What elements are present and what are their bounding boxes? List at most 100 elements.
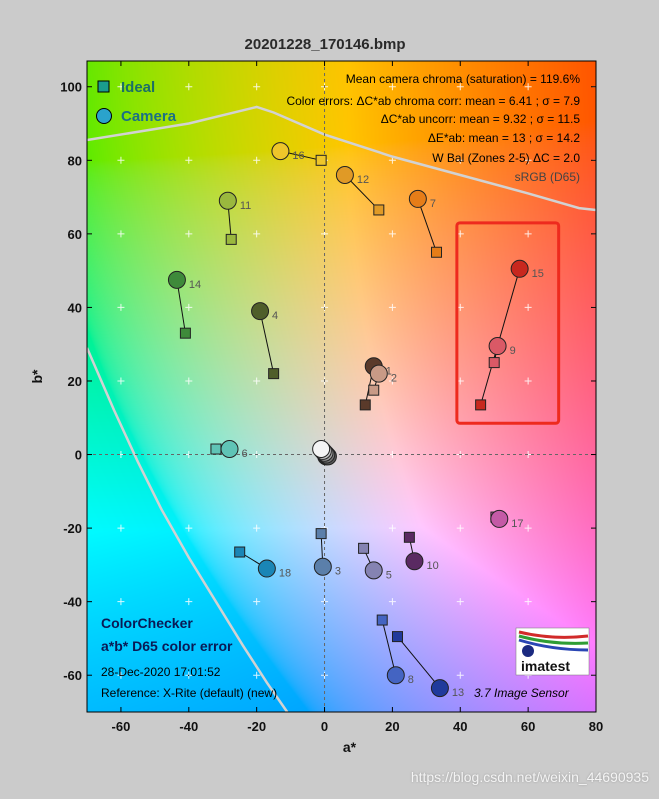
x-tick-label: -20 bbox=[247, 719, 266, 734]
grid-cross bbox=[388, 524, 396, 532]
grid-cross bbox=[185, 377, 193, 385]
y-tick-label: 60 bbox=[68, 227, 82, 242]
grid-cross bbox=[117, 230, 125, 238]
grid-cross bbox=[456, 671, 464, 679]
patch-label-18: 18 bbox=[279, 568, 291, 580]
camera-marker-8 bbox=[386, 666, 405, 685]
error-vector bbox=[397, 636, 441, 689]
ideal-marker-5 bbox=[358, 542, 370, 554]
footer-subtitle: a*b* D65 color error bbox=[101, 638, 233, 654]
grid-cross bbox=[117, 377, 125, 385]
camera-marker-13 bbox=[430, 679, 449, 698]
ideal-marker-4 bbox=[268, 368, 280, 380]
patch-label-6: 6 bbox=[242, 448, 248, 460]
stat-chroma: Mean camera chroma (saturation) = 119.6% bbox=[346, 72, 581, 86]
grid-cross bbox=[185, 230, 193, 238]
error-vector bbox=[480, 268, 521, 406]
logo-text: imatest bbox=[521, 658, 570, 674]
ideal-marker-12 bbox=[373, 204, 385, 216]
grid-cross bbox=[524, 303, 532, 311]
grid-cross bbox=[388, 303, 396, 311]
grid-cross bbox=[524, 524, 532, 532]
ideal-marker-16 bbox=[315, 154, 327, 166]
camera-marker-6 bbox=[220, 440, 239, 459]
grid-cross bbox=[456, 83, 464, 91]
gamut-boundary-line bbox=[87, 347, 289, 712]
patch-label-12: 12 bbox=[357, 174, 369, 186]
watermark: https://blog.csdn.net/weixin_44690935 bbox=[410, 769, 649, 785]
y-tick-label: 100 bbox=[60, 80, 82, 95]
grid-cross bbox=[456, 598, 464, 606]
patch-label-4: 4 bbox=[272, 310, 278, 322]
camera-marker-16 bbox=[271, 142, 290, 161]
grid-cross bbox=[117, 671, 125, 679]
patch-label-9: 9 bbox=[510, 345, 516, 357]
patch-label-14: 14 bbox=[189, 279, 201, 291]
y-tick-label: -20 bbox=[63, 521, 82, 536]
ideal-marker-10 bbox=[403, 531, 415, 543]
legend-camera-label: Camera bbox=[121, 108, 177, 125]
highlight-box bbox=[455, 221, 561, 425]
grid-cross bbox=[185, 303, 193, 311]
grid-cross bbox=[253, 230, 261, 238]
stat-chroma-corr: Color errors: ΔC*ab chroma corr: mean = … bbox=[286, 94, 580, 108]
camera-marker-2 bbox=[369, 364, 388, 383]
patch-label-5: 5 bbox=[386, 569, 392, 581]
patch-label-8: 8 bbox=[408, 674, 414, 686]
patch-label-16: 16 bbox=[292, 150, 304, 162]
patch-label-11: 11 bbox=[240, 200, 251, 212]
stat-uncorr: ΔC*ab uncorr: mean = 9.32 ; σ = 11.5 bbox=[381, 112, 581, 126]
error-vector bbox=[417, 198, 437, 253]
error-vector bbox=[259, 310, 275, 374]
y-tick-label: 20 bbox=[68, 374, 82, 389]
x-tick-label: 0 bbox=[321, 719, 328, 734]
grid-cross bbox=[388, 598, 396, 606]
legend: Ideal Camera bbox=[96, 79, 177, 125]
ideal-marker-9 bbox=[488, 357, 500, 369]
camera-marker-11 bbox=[218, 191, 237, 210]
chart-footer: ColorChecker a*b* D65 color error 28-Dec… bbox=[101, 615, 277, 700]
ideal-marker-15 bbox=[475, 399, 487, 411]
camera-marker-18 bbox=[257, 559, 276, 578]
ideal-marker-2 bbox=[368, 384, 380, 396]
ideal-marker-13 bbox=[391, 631, 403, 643]
patch-label-10: 10 bbox=[426, 560, 438, 572]
patch-label-3: 3 bbox=[335, 566, 341, 578]
ideal-marker-8 bbox=[376, 614, 388, 626]
y-tick-label: 40 bbox=[68, 300, 82, 315]
grid-cross bbox=[185, 598, 193, 606]
camera-marker-3 bbox=[313, 557, 332, 576]
zero-axis-lines bbox=[87, 61, 596, 712]
grid-cross bbox=[185, 83, 193, 91]
grid-cross bbox=[185, 524, 193, 532]
x-tick-label: 60 bbox=[521, 719, 535, 734]
camera-marker-10 bbox=[405, 552, 424, 571]
grid-cross bbox=[117, 303, 125, 311]
patch-label-13: 13 bbox=[452, 687, 464, 699]
patch-label-15: 15 bbox=[532, 268, 544, 280]
patch-label-2: 2 bbox=[391, 373, 397, 385]
x-tick-label: -40 bbox=[179, 719, 198, 734]
camera-marker-17 bbox=[490, 509, 509, 528]
ideal-marker-3 bbox=[315, 528, 327, 540]
camera-marker-15 bbox=[510, 259, 529, 278]
x-axis-label: a* bbox=[343, 739, 357, 755]
grid-cross bbox=[388, 230, 396, 238]
footer-date: 28-Dec-2020 17:01:52 bbox=[101, 665, 221, 679]
grid-cross bbox=[388, 83, 396, 91]
camera-marker-7 bbox=[408, 189, 427, 208]
y-axis-label: b* bbox=[29, 369, 45, 384]
ideal-marker-14 bbox=[179, 327, 191, 339]
camera-marker-19 bbox=[312, 440, 331, 459]
patch-label-7: 7 bbox=[430, 198, 436, 210]
patch-label-17: 17 bbox=[511, 518, 523, 530]
footer-reference: Reference: X-Rite (default) (new) bbox=[101, 686, 277, 700]
camera-markers bbox=[167, 142, 529, 698]
ideal-marker-6 bbox=[210, 443, 222, 455]
stat-delta-e: ΔE*ab: mean = 13 ; σ = 14.2 bbox=[428, 131, 581, 145]
version-label: 3.7 Image Sensor bbox=[474, 686, 570, 700]
error-vector bbox=[176, 279, 186, 334]
grid-cross bbox=[524, 156, 532, 164]
ideal-marker-7 bbox=[431, 246, 443, 258]
